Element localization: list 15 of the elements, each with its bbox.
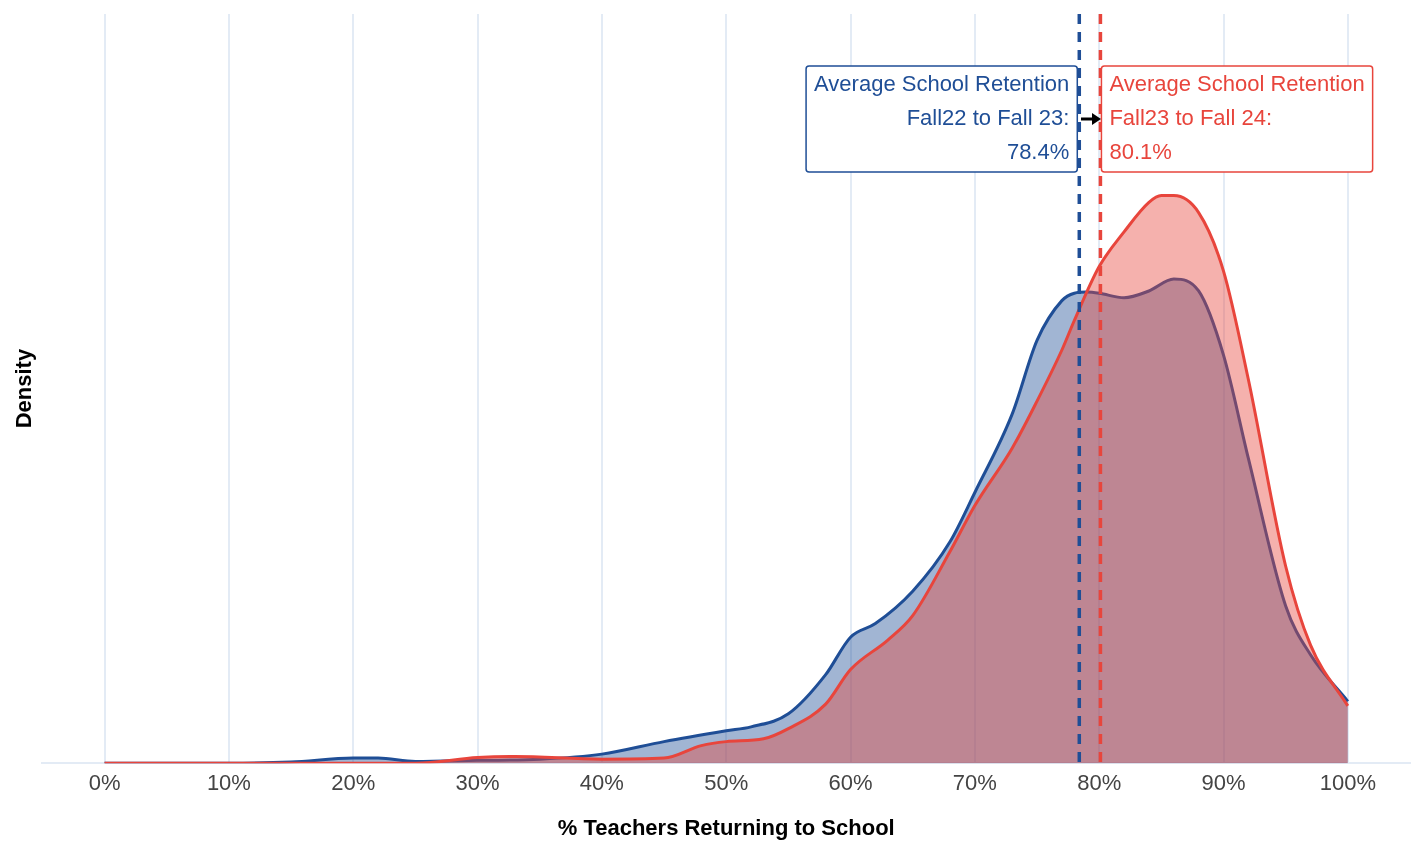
x-tick-label: 90%: [1201, 770, 1246, 796]
x-axis-title: % Teachers Returning to School: [557, 814, 895, 840]
ref-line-label: Average School Retention Fall22 to Fall 23: 78.4%: [814, 71, 1070, 165]
x-tick-label: 0%: [88, 770, 121, 796]
x-tick-label: 60%: [828, 770, 873, 796]
x-tick-label: 50%: [704, 770, 749, 796]
x-tick-label: 40%: [579, 770, 624, 796]
x-tick-label: 100%: [1319, 770, 1376, 796]
y-axis-title: Density: [11, 348, 37, 429]
x-tick-label: 70%: [952, 770, 997, 796]
x-tick-label: 10%: [206, 770, 251, 796]
ref-line-label: Average School Retention Fall23 to Fall 24: 80.1%: [1109, 71, 1365, 165]
x-tick-label: 80%: [1077, 770, 1122, 796]
x-tick-label: 20%: [331, 770, 376, 796]
x-tick-label: 30%: [455, 770, 500, 796]
